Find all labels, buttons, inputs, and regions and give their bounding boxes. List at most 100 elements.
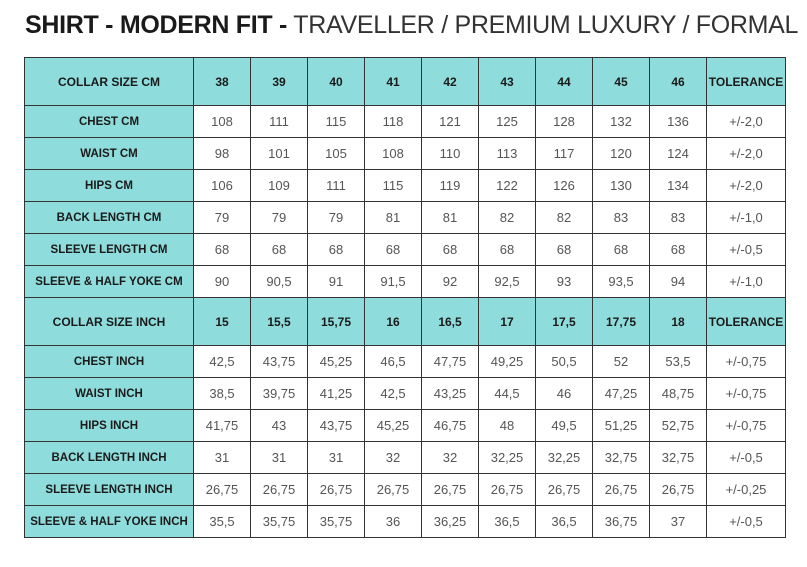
value-cell: 115 [307,105,365,138]
value-cell: 47,25 [592,377,650,410]
table-row: BACK LENGTH INCH 31 31 31 32 32 32,25 32,25 32,7… [24,441,786,474]
value-cell: 82 [535,201,593,234]
tolerance-cell: +/-0,75 [706,409,786,442]
table-row: SLEEVE & HALF YOKE CM 90 90,5 91 91,5 92 92,5 9… [24,265,786,298]
tolerance-cell: TOLERANCE [706,297,786,346]
value-cell: 68 [364,233,422,266]
value-cell: 91,5 [364,265,422,298]
tolerance-cell: +/-0,75 [706,345,786,378]
value-cell: 26,75 [250,473,308,506]
value-cell: 36,5 [535,505,593,538]
size-header-cell: 44 [535,57,593,106]
row-label: CHEST CM [24,105,194,138]
table-row: CHEST INCH 42,5 43,75 45,25 46,5 47,75 49,25 50… [24,345,786,378]
value-cell: 98 [193,137,251,170]
value-cell: 26,75 [193,473,251,506]
value-cell: 32,75 [649,441,707,474]
tolerance-cell: +/-0,25 [706,473,786,506]
value-cell: 46 [535,377,593,410]
row-label: COLLAR SIZE CM [24,57,194,106]
tolerance-cell: +/-0,5 [706,441,786,474]
value-cell: 93,5 [592,265,650,298]
value-cell: 68 [307,233,365,266]
value-cell: 42,5 [193,345,251,378]
value-cell: 36,75 [592,505,650,538]
value-cell: 46,5 [364,345,422,378]
value-cell: 92 [421,265,479,298]
size-header-cell: 41 [364,57,422,106]
value-cell: 79 [307,201,365,234]
value-cell: 36 [364,505,422,538]
value-cell: 41,25 [307,377,365,410]
value-cell: 68 [592,233,650,266]
value-cell: 38,5 [193,377,251,410]
value-cell: 32,75 [592,441,650,474]
value-cell: 111 [307,169,365,202]
value-cell: 51,25 [592,409,650,442]
size-header-cell: 43 [478,57,536,106]
size-header-cell: 17,75 [592,297,650,346]
value-cell: 81 [364,201,422,234]
row-label: BACK LENGTH INCH [24,441,194,474]
size-header-cell: 15,5 [250,297,308,346]
value-cell: 118 [364,105,422,138]
value-cell: 45,25 [364,409,422,442]
row-label: SLEEVE LENGTH INCH [24,473,194,506]
value-cell: 49,25 [478,345,536,378]
row-label: SLEEVE & HALF YOKE INCH [24,505,194,538]
value-cell: 90 [193,265,251,298]
value-cell: 126 [535,169,593,202]
value-cell: 26,75 [592,473,650,506]
value-cell: 79 [250,201,308,234]
row-label: SLEEVE LENGTH CM [24,233,194,266]
tolerance-cell: +/-2,0 [706,169,786,202]
value-cell: 47,75 [421,345,479,378]
value-cell: 42,5 [364,377,422,410]
value-cell: 91 [307,265,365,298]
value-cell: 35,75 [307,505,365,538]
value-cell: 39,75 [250,377,308,410]
value-cell: 82 [478,201,536,234]
value-cell: 79 [193,201,251,234]
title-light: TRAVELLER / PREMIUM LUXURY / FORMAL [293,11,799,39]
value-cell: 50,5 [535,345,593,378]
value-cell: 43,25 [421,377,479,410]
size-header-cell: 40 [307,57,365,106]
value-cell: 68 [193,233,251,266]
value-cell: 44,5 [478,377,536,410]
size-header-cell: 46 [649,57,707,106]
value-cell: 52,75 [649,409,707,442]
value-cell: 31 [307,441,365,474]
page-title: SHIRT - MODERN FIT - TRAVELLER / PREMIUM… [25,11,798,40]
value-cell: 35,5 [193,505,251,538]
value-cell: 111 [250,105,308,138]
row-label: WAIST CM [24,137,194,170]
value-cell: 128 [535,105,593,138]
value-cell: 68 [649,233,707,266]
value-cell: 52 [592,345,650,378]
value-cell: 41,75 [193,409,251,442]
header-row: COLLAR SIZE INCH 15 15,5 15,75 16 16,5 17 17,5 1… [24,297,786,346]
value-cell: 120 [592,137,650,170]
row-label: BACK LENGTH CM [24,201,194,234]
tolerance-cell: +/-2,0 [706,137,786,170]
value-cell: 26,75 [364,473,422,506]
size-header-cell: 16 [364,297,422,346]
tolerance-cell: +/-0,5 [706,505,786,538]
value-cell: 32,25 [535,441,593,474]
value-cell: 53,5 [649,345,707,378]
value-cell: 121 [421,105,479,138]
row-label: HIPS INCH [24,409,194,442]
tolerance-cell: +/-0,5 [706,233,786,266]
row-label: WAIST INCH [24,377,194,410]
value-cell: 26,75 [649,473,707,506]
tolerance-cell: +/-1,0 [706,201,786,234]
value-cell: 31 [193,441,251,474]
title-bold: SHIRT - MODERN FIT - [25,11,288,39]
value-cell: 90,5 [250,265,308,298]
tolerance-cell: +/-2,0 [706,105,786,138]
value-cell: 108 [364,137,422,170]
header-row: COLLAR SIZE CM 38 39 40 41 42 43 44 45 46 TOLERANC… [24,57,786,106]
size-header-cell: 38 [193,57,251,106]
size-header-cell: 17,5 [535,297,593,346]
